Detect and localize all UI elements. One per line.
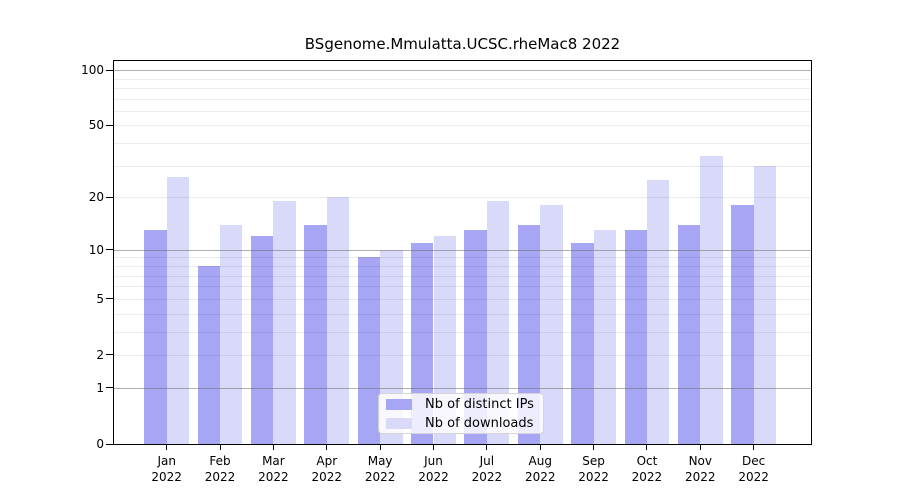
y-tick-label: 20 xyxy=(88,190,104,205)
bar-downloads xyxy=(326,197,350,444)
x-tick-label: Jun 2022 xyxy=(418,454,449,484)
major-gridline xyxy=(114,70,811,72)
bar-downloads xyxy=(700,155,723,444)
minor-gridline xyxy=(114,143,811,145)
bar-downloads xyxy=(646,180,670,444)
y-tick-label: 0 xyxy=(96,437,104,451)
x-tick-mark xyxy=(593,444,595,450)
minor-gridline xyxy=(114,331,811,333)
bar-distinct-ips xyxy=(677,224,701,444)
bar-downloads xyxy=(273,201,296,444)
x-tick-label: Mar 2022 xyxy=(258,454,289,484)
x-tick-mark xyxy=(272,444,274,450)
legend-swatch-distinct-ips xyxy=(386,398,412,410)
minor-gridline xyxy=(114,354,811,356)
bar-distinct-ips xyxy=(731,205,754,444)
bar-distinct-ips xyxy=(357,257,381,444)
plot-area: 0 1 2 5 10 20 50 100 Jan 2022 Feb 2022 Mar 2022 Apr… xyxy=(81,60,812,484)
bar-distinct-ips xyxy=(251,236,274,444)
bar-downloads xyxy=(220,224,243,444)
minor-gridline xyxy=(114,257,811,259)
x-tick-label: Nov 2022 xyxy=(685,454,716,484)
y-tick-label: 10 xyxy=(88,242,104,257)
x-tick-label: Oct 2022 xyxy=(631,454,663,484)
minor-gridline xyxy=(114,197,811,199)
legend-item-distinct-ips: Nb of distinct IPs xyxy=(386,397,543,412)
minor-gridline xyxy=(114,275,811,277)
y-tick-label: 100 xyxy=(81,63,104,78)
y-tick-mark xyxy=(106,354,114,356)
y-tick-mark xyxy=(106,124,114,126)
x-tick-mark xyxy=(699,444,701,450)
y-tick-mark xyxy=(106,249,114,251)
x-tick-mark xyxy=(486,444,488,450)
bar-downloads xyxy=(486,201,510,444)
y-tick-mark xyxy=(106,298,114,300)
minor-gridline xyxy=(114,78,811,80)
chart-title: BSgenome.Mmulatta.UCSC.rheMac8 2022 xyxy=(304,35,621,53)
x-tick-label: Jul 2022 xyxy=(471,454,503,484)
x-tick-mark xyxy=(646,444,648,450)
minor-gridline xyxy=(114,286,811,288)
y-tick-mark xyxy=(106,196,114,198)
x-tick-mark xyxy=(433,444,434,450)
bar-distinct-ips xyxy=(464,230,487,444)
legend-label-distinct-ips: Nb of distinct IPs xyxy=(425,396,534,412)
x-tick-mark xyxy=(539,444,541,450)
legend-item-downloads: Nb of downloads xyxy=(386,416,543,431)
x-tick-label: Jan 2022 xyxy=(151,454,182,484)
bar-downloads xyxy=(433,236,456,444)
y-tick-label: 2 xyxy=(96,347,104,362)
legend-label-downloads: Nb of downloads xyxy=(425,415,534,431)
minor-gridline xyxy=(114,110,811,112)
bar-downloads xyxy=(593,230,616,444)
bar-distinct-ips xyxy=(144,230,167,444)
bar-distinct-ips xyxy=(197,265,221,444)
x-tick-mark xyxy=(379,444,381,450)
major-gridline xyxy=(114,387,811,389)
minor-gridline xyxy=(114,165,811,167)
bar-distinct-ips xyxy=(304,224,327,444)
bar-distinct-ips xyxy=(624,230,647,444)
bar-distinct-ips xyxy=(571,242,594,444)
minor-gridline xyxy=(114,298,811,300)
x-tick-mark xyxy=(753,444,755,450)
y-tick-mark xyxy=(106,69,114,71)
x-tick-label: Apr 2022 xyxy=(311,454,343,484)
minor-gridline xyxy=(114,98,811,100)
minor-gridline xyxy=(114,313,811,315)
minor-gridline xyxy=(114,265,811,267)
minor-gridline xyxy=(114,125,811,127)
legend-swatch-downloads xyxy=(386,417,412,429)
legend: Nb of distinct IPs Nb of downloads xyxy=(378,393,544,434)
x-tick-mark xyxy=(326,444,328,450)
y-tick-label: 5 xyxy=(96,291,104,306)
y-tick-label: 50 xyxy=(88,118,104,133)
bar-downloads xyxy=(166,176,190,444)
y-tick-label: 1 xyxy=(96,380,104,395)
major-gridline xyxy=(114,249,811,251)
y-tick-mark xyxy=(106,443,114,445)
x-tick-label: Feb 2022 xyxy=(204,454,236,484)
bar-downloads xyxy=(753,165,777,444)
minor-gridline xyxy=(114,87,811,89)
x-tick-label: May 2022 xyxy=(364,454,396,484)
x-tick-mark xyxy=(166,444,168,450)
x-tick-label: Sep 2022 xyxy=(578,454,609,484)
x-tick-label: Aug 2022 xyxy=(524,454,556,484)
x-tick-mark xyxy=(219,444,221,450)
bar-distinct-ips xyxy=(517,224,541,444)
bar-downloads xyxy=(540,205,563,444)
x-tick-label: Dec 2022 xyxy=(738,454,769,484)
y-tick-mark xyxy=(106,387,114,389)
